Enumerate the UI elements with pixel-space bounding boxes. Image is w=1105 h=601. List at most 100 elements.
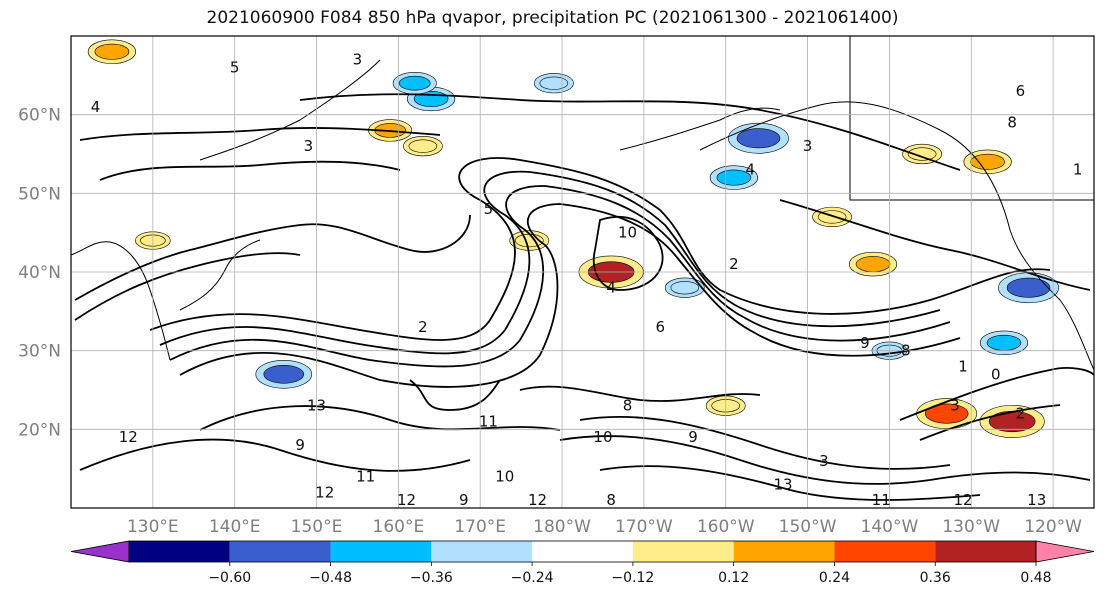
colorbar-bins: [70, 540, 1095, 563]
precip-patch: [398, 75, 431, 91]
colorbar-frame: [128, 540, 1037, 563]
contour-label: 8: [623, 397, 633, 415]
contour-label: 2: [418, 318, 428, 336]
contour-label: 2: [1016, 405, 1026, 423]
contour-label: 4: [745, 161, 755, 179]
contour-label: 8: [1007, 114, 1017, 132]
precip-patch: [907, 147, 937, 161]
precip-patch: [408, 139, 438, 153]
contour-line: [919, 404, 1061, 441]
contour-label: 13: [1027, 491, 1046, 509]
latitude-label: 40°N: [18, 263, 61, 283]
contour-label: 10: [495, 468, 514, 486]
contour-line: [74, 214, 471, 301]
longitude-label: 170°E: [454, 517, 506, 537]
colorbar-tick-label: 0.48: [1020, 570, 1051, 586]
contour-line: [199, 405, 561, 431]
contour-label: 13: [307, 397, 326, 415]
contour-label: 5: [484, 200, 494, 218]
contour-label: 11: [356, 468, 375, 486]
contour-label: 11: [872, 491, 891, 509]
colorbar-bin: [834, 541, 936, 562]
contour-line: [299, 93, 961, 171]
contour-label: 3: [353, 51, 363, 69]
contour-label: 6: [655, 318, 665, 336]
contour-label: 1: [958, 357, 968, 375]
contour-label: 12: [315, 483, 334, 501]
longitude-label: 160°W: [697, 517, 755, 537]
contour-label: 3: [304, 137, 314, 155]
contour-label: 1: [1073, 161, 1083, 179]
precip-patch: [539, 76, 569, 90]
contour-line: [79, 438, 471, 472]
longitude-label: 150°E: [291, 517, 343, 537]
contour-line: [79, 127, 441, 141]
coastline-north-america: [699, 101, 1094, 371]
contour-line: [409, 379, 501, 411]
contour-label: 8: [606, 491, 616, 509]
longitude-label: 150°W: [779, 517, 837, 537]
contour-label: 4: [91, 98, 101, 116]
border-canada: [849, 36, 1094, 201]
colorbar-tick-label: −0.24: [511, 570, 554, 586]
contour-label: 12: [528, 491, 547, 509]
colorbar-extend-low: [70, 540, 130, 563]
colorbar-tick-label: −0.12: [611, 570, 654, 586]
colorbar-tick-label: −0.60: [208, 570, 251, 586]
contour-line: [559, 435, 1091, 485]
contour-line: [599, 465, 981, 501]
longitude-labels: 130°E 140°E 150°E 160°E 170°E 180°W 170°W 160°W…: [127, 517, 1082, 537]
contour-label: 12: [119, 428, 138, 446]
colorbar-bin: [229, 541, 331, 562]
contour-label: 8: [901, 342, 911, 360]
contour-line: [74, 252, 301, 321]
contour-label: 9: [688, 428, 698, 446]
longitude-label: 140°E: [209, 517, 261, 537]
contour-label: 11: [479, 412, 498, 430]
qvapor-contour-layer: [74, 93, 1094, 501]
contour-line: [579, 415, 951, 470]
longitude-label: 130°W: [942, 517, 1000, 537]
colorbar-bin: [129, 541, 230, 562]
latitude-label: 30°N: [18, 342, 61, 362]
colorbar-extend-high: [1035, 540, 1095, 563]
colorbar-tick-label: 0.12: [718, 570, 749, 586]
coastline-asia: [71, 241, 171, 361]
contour-label: 9: [860, 334, 870, 352]
colorbar-tick-label: −0.48: [309, 570, 352, 586]
colorbar-tick-label: −0.36: [410, 570, 453, 586]
contour-label: 12: [397, 491, 416, 509]
precip-patch: [1006, 277, 1051, 298]
colorbar-tick-label: 0.24: [819, 570, 850, 586]
longitude-label: 130°E: [127, 517, 179, 537]
colorbar-bin: [733, 541, 835, 562]
contour-line: [179, 203, 961, 388]
contour-label: 10: [618, 224, 637, 242]
precip-patch: [924, 403, 969, 424]
contour-label: 13: [773, 475, 792, 493]
latitude-label: 20°N: [18, 420, 61, 440]
coastline-kamchatka: [199, 59, 381, 161]
contour-line: [592, 215, 664, 291]
contour-label: 3: [950, 397, 960, 415]
precipitation-layer: [87, 39, 1059, 438]
graticule: [71, 36, 1094, 508]
coastline-japan: [179, 239, 261, 311]
contour-line: [159, 170, 941, 355]
contour-label: 5: [230, 58, 240, 76]
latitude-label: 60°N: [18, 106, 61, 126]
coastline-aleutians: [619, 107, 781, 151]
contour-line: [99, 160, 401, 181]
longitude-label: 170°W: [615, 517, 673, 537]
longitude-label: 160°E: [373, 517, 425, 537]
coastline-layer: [71, 36, 1094, 371]
precip-patch: [263, 364, 305, 384]
precip-patch: [970, 153, 1005, 170]
colorbar-bin: [632, 541, 734, 562]
colorbar-bin: [935, 541, 1036, 562]
contour-label: 0: [991, 365, 1001, 383]
precip-patch: [94, 43, 130, 60]
